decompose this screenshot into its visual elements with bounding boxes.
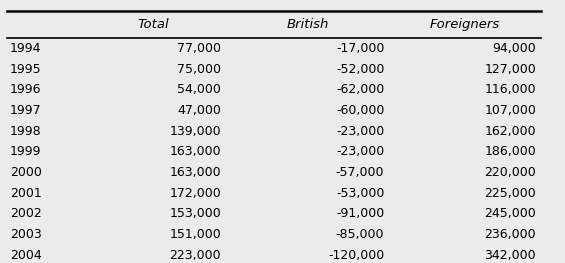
Text: 172,000: 172,000 [170,187,221,200]
Text: 342,000: 342,000 [484,249,536,262]
Text: 127,000: 127,000 [484,63,536,75]
Text: 1998: 1998 [10,125,41,138]
Text: 116,000: 116,000 [484,83,536,96]
Text: 77,000: 77,000 [177,42,221,55]
Text: 163,000: 163,000 [170,145,221,158]
Text: 153,000: 153,000 [170,208,221,220]
Text: British: British [286,18,329,31]
Text: -57,000: -57,000 [336,166,384,179]
Text: -91,000: -91,000 [336,208,384,220]
Text: -23,000: -23,000 [336,125,384,138]
Text: Total: Total [137,18,169,31]
Text: 1999: 1999 [10,145,41,158]
Text: -23,000: -23,000 [336,145,384,158]
Text: 139,000: 139,000 [170,125,221,138]
Text: 236,000: 236,000 [484,228,536,241]
Text: 94,000: 94,000 [492,42,536,55]
Text: 162,000: 162,000 [484,125,536,138]
Text: 47,000: 47,000 [177,104,221,117]
Text: 220,000: 220,000 [484,166,536,179]
Text: 163,000: 163,000 [170,166,221,179]
Text: 1996: 1996 [10,83,41,96]
Text: 75,000: 75,000 [177,63,221,75]
Text: 107,000: 107,000 [484,104,536,117]
Text: 225,000: 225,000 [484,187,536,200]
Text: -52,000: -52,000 [336,63,384,75]
Text: 2002: 2002 [10,208,42,220]
Text: 2004: 2004 [10,249,42,262]
Text: 2003: 2003 [10,228,42,241]
Text: -60,000: -60,000 [336,104,384,117]
Text: 54,000: 54,000 [177,83,221,96]
Text: -17,000: -17,000 [336,42,384,55]
Text: -53,000: -53,000 [336,187,384,200]
Text: 223,000: 223,000 [170,249,221,262]
Text: 186,000: 186,000 [484,145,536,158]
Text: -120,000: -120,000 [328,249,384,262]
Text: -85,000: -85,000 [336,228,384,241]
Text: 2000: 2000 [10,166,42,179]
Text: 1997: 1997 [10,104,41,117]
Text: 2001: 2001 [10,187,42,200]
Text: 245,000: 245,000 [484,208,536,220]
Text: 1994: 1994 [10,42,41,55]
Text: -62,000: -62,000 [336,83,384,96]
Text: 151,000: 151,000 [170,228,221,241]
Text: 1995: 1995 [10,63,41,75]
Text: Foreigners: Foreigners [430,18,501,31]
